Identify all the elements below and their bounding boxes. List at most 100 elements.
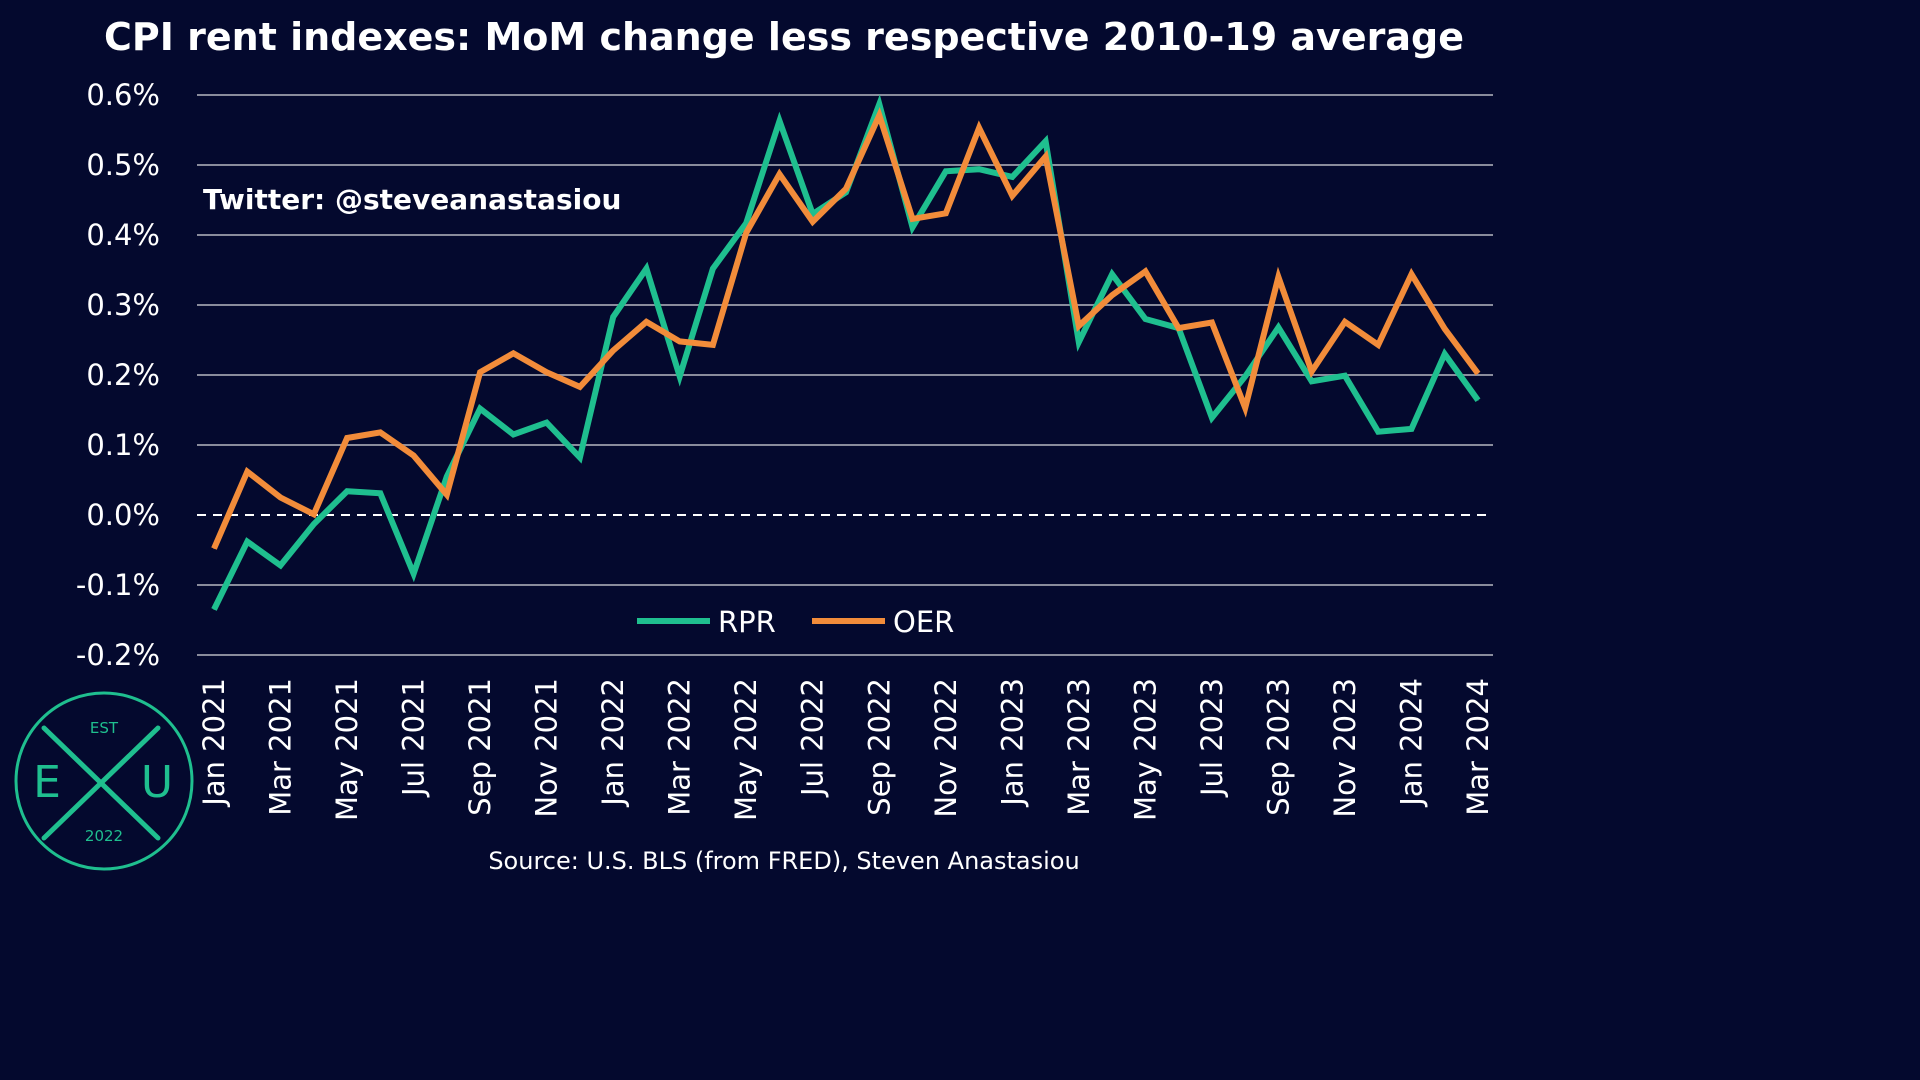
- logo-cross-line-2: [41, 725, 161, 841]
- data-point-rpr: [1011, 176, 1013, 178]
- data-point-oer: [1411, 273, 1412, 275]
- data-point-oer: [413, 455, 415, 456]
- data-point-rpr: [413, 573, 415, 575]
- data-point-oer: [878, 114, 880, 116]
- y-tick-label: 0.0%: [86, 498, 160, 532]
- data-point-oer: [978, 127, 980, 129]
- data-point-rpr: [779, 120, 780, 122]
- data-point-oer: [479, 371, 481, 373]
- x-axis-ticks: Jan 2021 Mar 2021 May 2021 Jul 2021 Sep 2021…: [197, 678, 1495, 821]
- x-tick-label: Mar 2023: [1062, 678, 1096, 816]
- data-point-oer: [845, 188, 847, 190]
- data-point-oer: [579, 386, 581, 388]
- data-point-rpr: [446, 476, 448, 477]
- data-point-oer: [812, 221, 814, 223]
- data-point-oer: [1144, 270, 1146, 272]
- data-point-oer: [1311, 371, 1313, 372]
- logo-year: 2022: [85, 827, 123, 845]
- data-point-rpr: [612, 316, 614, 318]
- data-point-oer: [1111, 294, 1113, 296]
- chart: CPI rent indexes: MoM change less respec…: [0, 0, 1568, 882]
- data-point-rpr: [1377, 431, 1379, 433]
- data-point-oer: [313, 513, 315, 515]
- chart-background: [0, 0, 1568, 882]
- data-point-oer: [546, 371, 548, 373]
- logo-ring: [14, 691, 194, 871]
- data-point-rpr: [213, 609, 215, 610]
- logo: EST E U 2022: [14, 691, 194, 871]
- data-point-oer: [1244, 407, 1246, 409]
- data-point-rpr: [978, 168, 980, 170]
- grid: [197, 94, 1493, 656]
- data-point-oer: [1344, 321, 1346, 323]
- logo-est: EST: [90, 719, 119, 737]
- data-point-rpr: [379, 492, 381, 494]
- data-point-oer: [446, 494, 448, 496]
- y-axis-ticks: 0.6% 0.5% 0.4% 0.3% 0.2% 0.1% 0.0% -0.1% -0.2%: [76, 78, 160, 672]
- x-tick-label: Nov 2023: [1328, 678, 1362, 818]
- x-tick-label: Jul 2022: [796, 678, 830, 798]
- x-tick-label: Jan 2022: [596, 678, 630, 808]
- data-point-rpr: [679, 375, 681, 377]
- x-tick-label: Nov 2021: [530, 678, 564, 818]
- data-point-rpr: [945, 170, 947, 172]
- y-tick-label: 0.5%: [86, 148, 160, 182]
- data-point-oer: [512, 352, 514, 354]
- data-point-rpr: [878, 103, 880, 105]
- data-point-oer: [1011, 195, 1013, 197]
- data-point-rpr: [1111, 273, 1113, 275]
- data-point-oer: [612, 350, 614, 351]
- x-tick-label: Mar 2022: [663, 678, 697, 816]
- data-point-rpr: [479, 408, 481, 410]
- data-point-oer: [280, 497, 281, 498]
- data-point-oer: [745, 232, 747, 234]
- data-point-oer: [246, 471, 248, 473]
- data-point-rpr: [579, 457, 581, 459]
- x-tick-label: Jul 2023: [1195, 678, 1229, 798]
- data-point-rpr: [1144, 318, 1146, 320]
- chart-title: CPI rent indexes: MoM change less respec…: [104, 15, 1464, 59]
- y-tick-label: 0.6%: [86, 78, 160, 112]
- data-point-rpr: [1311, 380, 1313, 382]
- x-tick-label: Nov 2022: [929, 678, 963, 818]
- x-tick-label: Sep 2021: [463, 678, 497, 816]
- x-tick-label: May 2021: [330, 678, 364, 821]
- data-point-rpr: [1411, 428, 1412, 430]
- y-tick-label: 0.1%: [86, 428, 160, 462]
- data-point-oer: [1477, 373, 1479, 375]
- legend: RPR OER: [637, 605, 954, 639]
- data-point-oer: [645, 321, 647, 323]
- x-tick-label: Jan 2021: [197, 678, 231, 808]
- source-note: Source: U.S. BLS (from FRED), Steven Ana…: [488, 847, 1079, 875]
- twitter-handle: Twitter: @steveanastasiou: [203, 183, 621, 216]
- data-point-rpr: [912, 226, 913, 228]
- data-point-rpr: [745, 222, 747, 224]
- data-point-oer: [712, 344, 714, 346]
- data-point-oer: [679, 340, 681, 342]
- data-point-oer: [213, 548, 215, 550]
- data-point-oer: [945, 212, 947, 214]
- data-point-rpr: [280, 564, 281, 566]
- data-point-oer: [1277, 276, 1279, 278]
- logo-letter-e: E: [33, 757, 61, 808]
- data-point-rpr: [712, 268, 714, 270]
- data-point-oer: [912, 218, 913, 220]
- x-tick-label: Mar 2024: [1461, 678, 1495, 816]
- data-point-rpr: [1444, 353, 1446, 355]
- logo-letter-u: U: [141, 757, 173, 808]
- data-point-rpr: [1078, 341, 1080, 343]
- y-tick-label: -0.2%: [76, 638, 160, 672]
- x-tick-label: May 2023: [1128, 678, 1162, 821]
- y-tick-label: 0.2%: [86, 358, 160, 392]
- data-point-oer: [379, 431, 381, 433]
- data-point-oer: [1211, 322, 1213, 323]
- data-point-rpr: [645, 268, 647, 270]
- x-tick-label: Jul 2021: [397, 678, 431, 798]
- data-point-rpr: [1211, 417, 1213, 419]
- data-point-oer: [1045, 156, 1047, 158]
- data-point-rpr: [1477, 399, 1479, 401]
- legend-label-rpr: RPR: [718, 605, 776, 639]
- x-tick-label: Jan 2024: [1394, 678, 1428, 808]
- data-point-rpr: [546, 422, 548, 424]
- legend-label-oer: OER: [893, 605, 954, 639]
